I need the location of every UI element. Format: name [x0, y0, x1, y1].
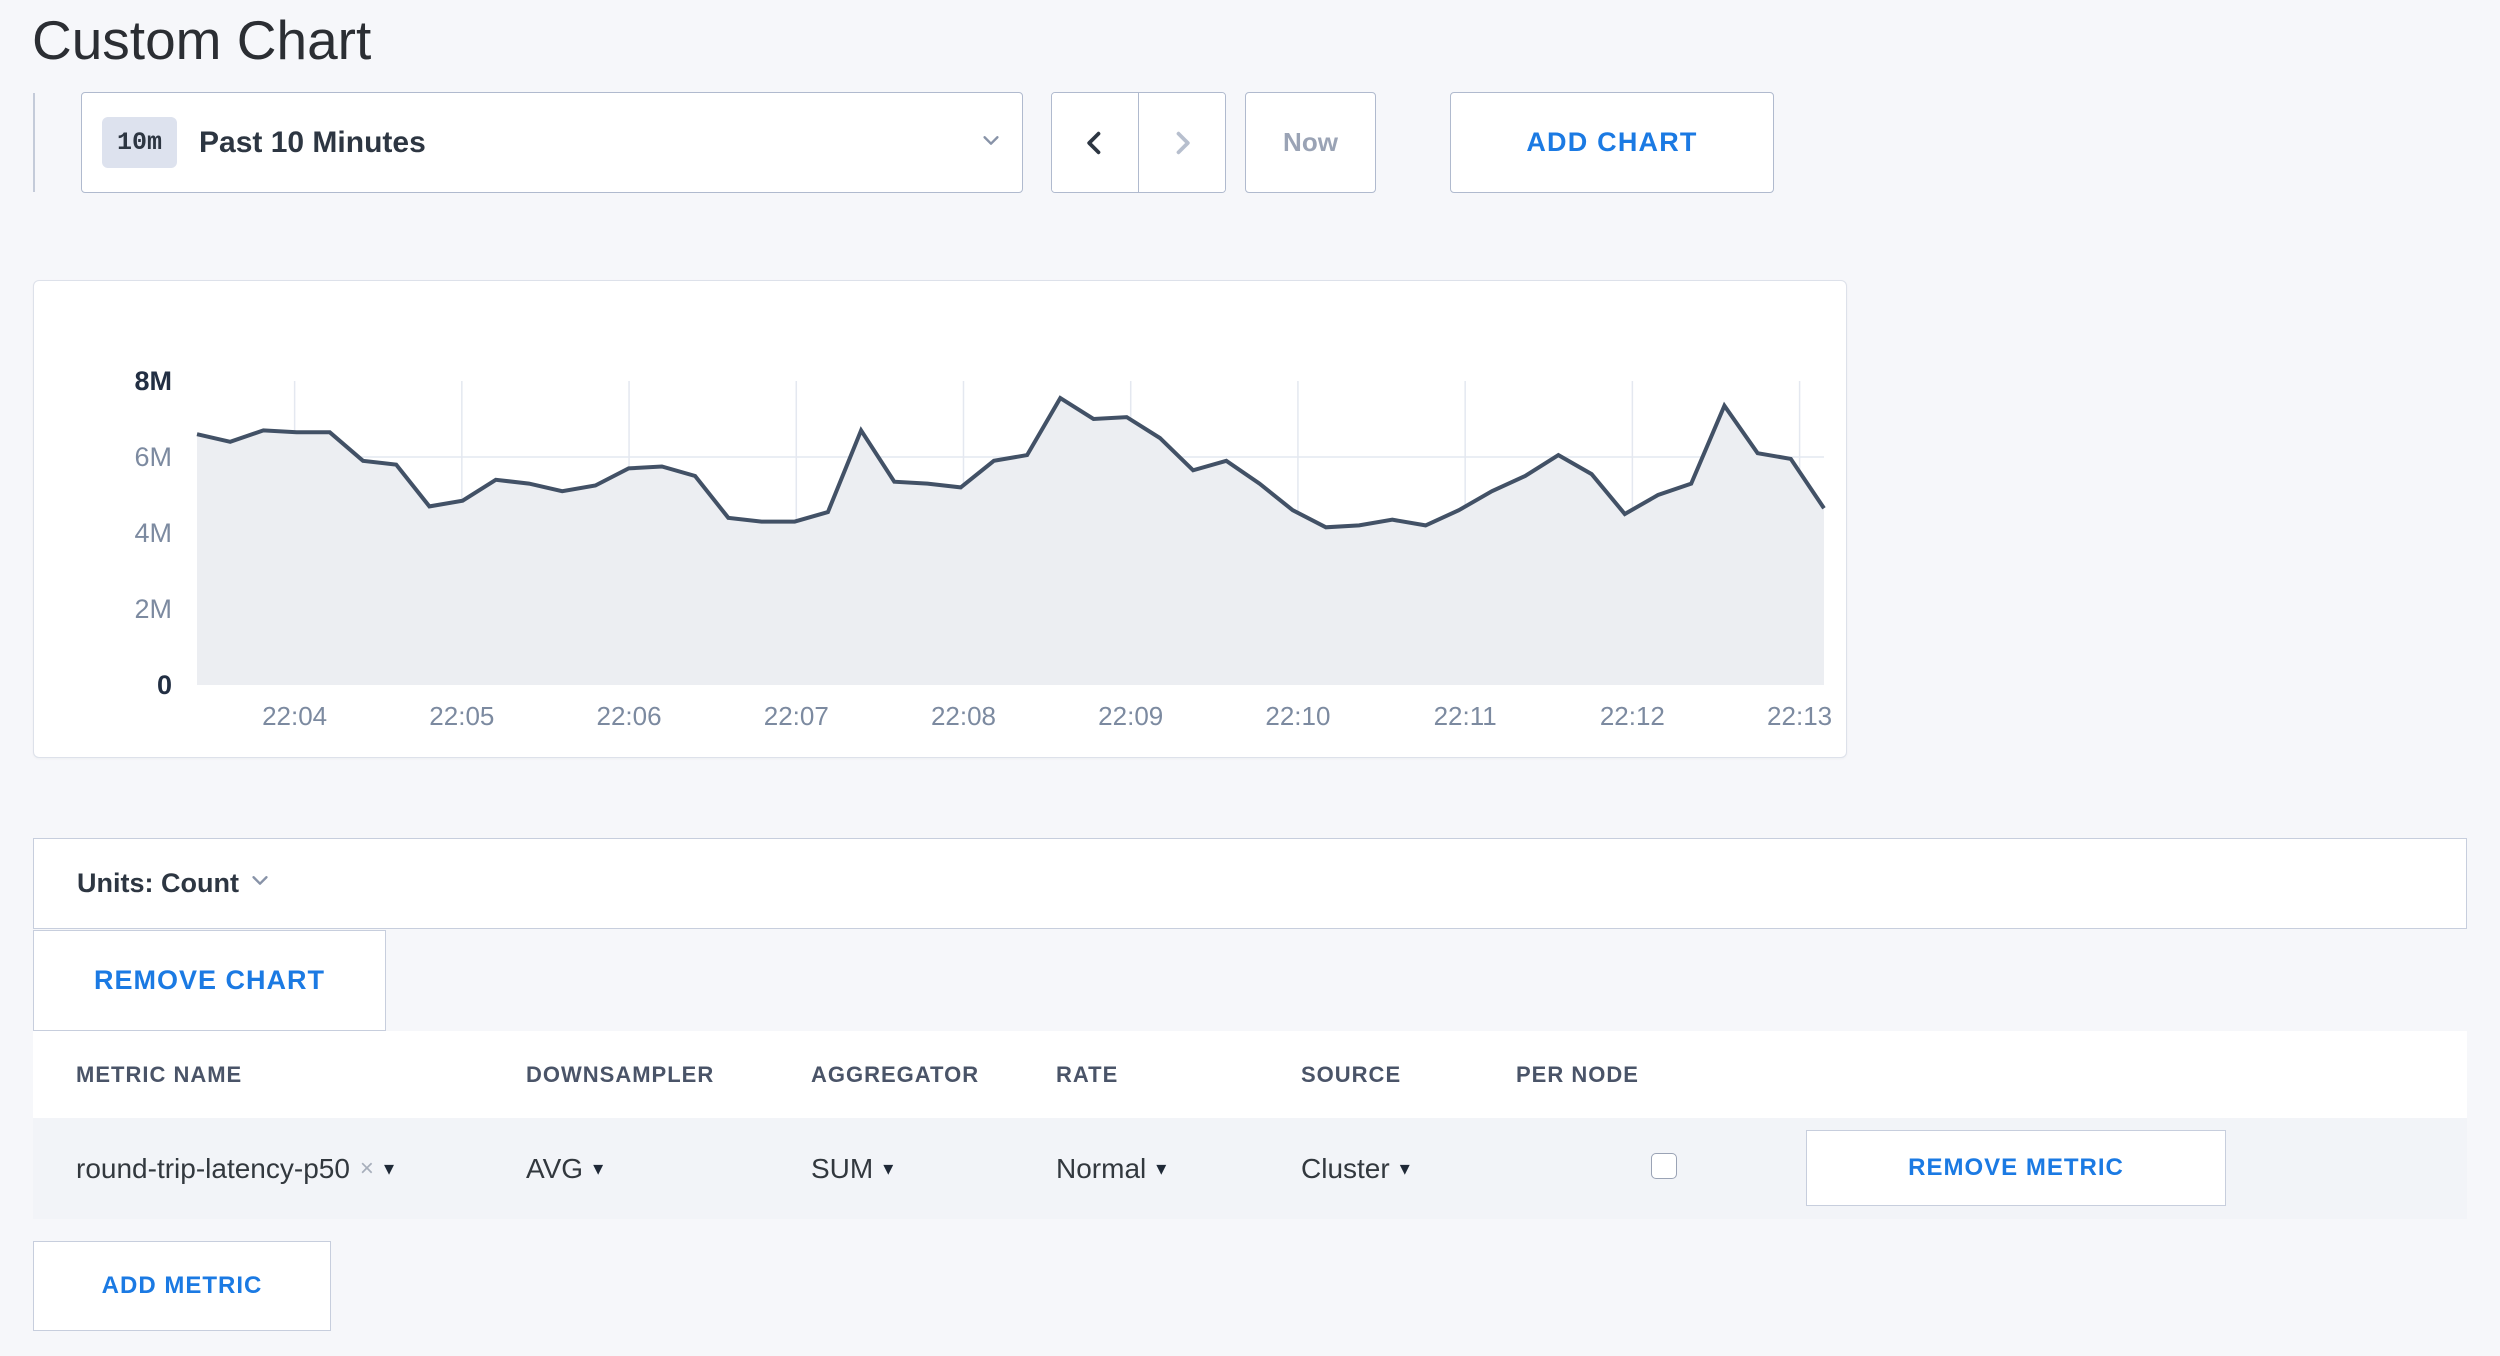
svg-text:22:08: 22:08 — [931, 701, 996, 731]
svg-text:22:11: 22:11 — [1434, 701, 1497, 731]
svg-text:22:09: 22:09 — [1098, 701, 1163, 731]
svg-text:8M: 8M — [134, 366, 172, 396]
svg-text:22:13: 22:13 — [1767, 701, 1832, 731]
svg-text:22:10: 22:10 — [1265, 701, 1330, 731]
svg-text:22:05: 22:05 — [429, 701, 494, 731]
svg-text:22:04: 22:04 — [262, 701, 327, 731]
svg-text:22:06: 22:06 — [597, 701, 662, 731]
svg-text:4M: 4M — [134, 518, 172, 548]
svg-text:22:12: 22:12 — [1600, 701, 1665, 731]
svg-text:6M: 6M — [134, 442, 172, 472]
svg-text:2M: 2M — [134, 594, 172, 624]
svg-text:0: 0 — [157, 670, 172, 700]
svg-text:22:07: 22:07 — [764, 701, 829, 731]
